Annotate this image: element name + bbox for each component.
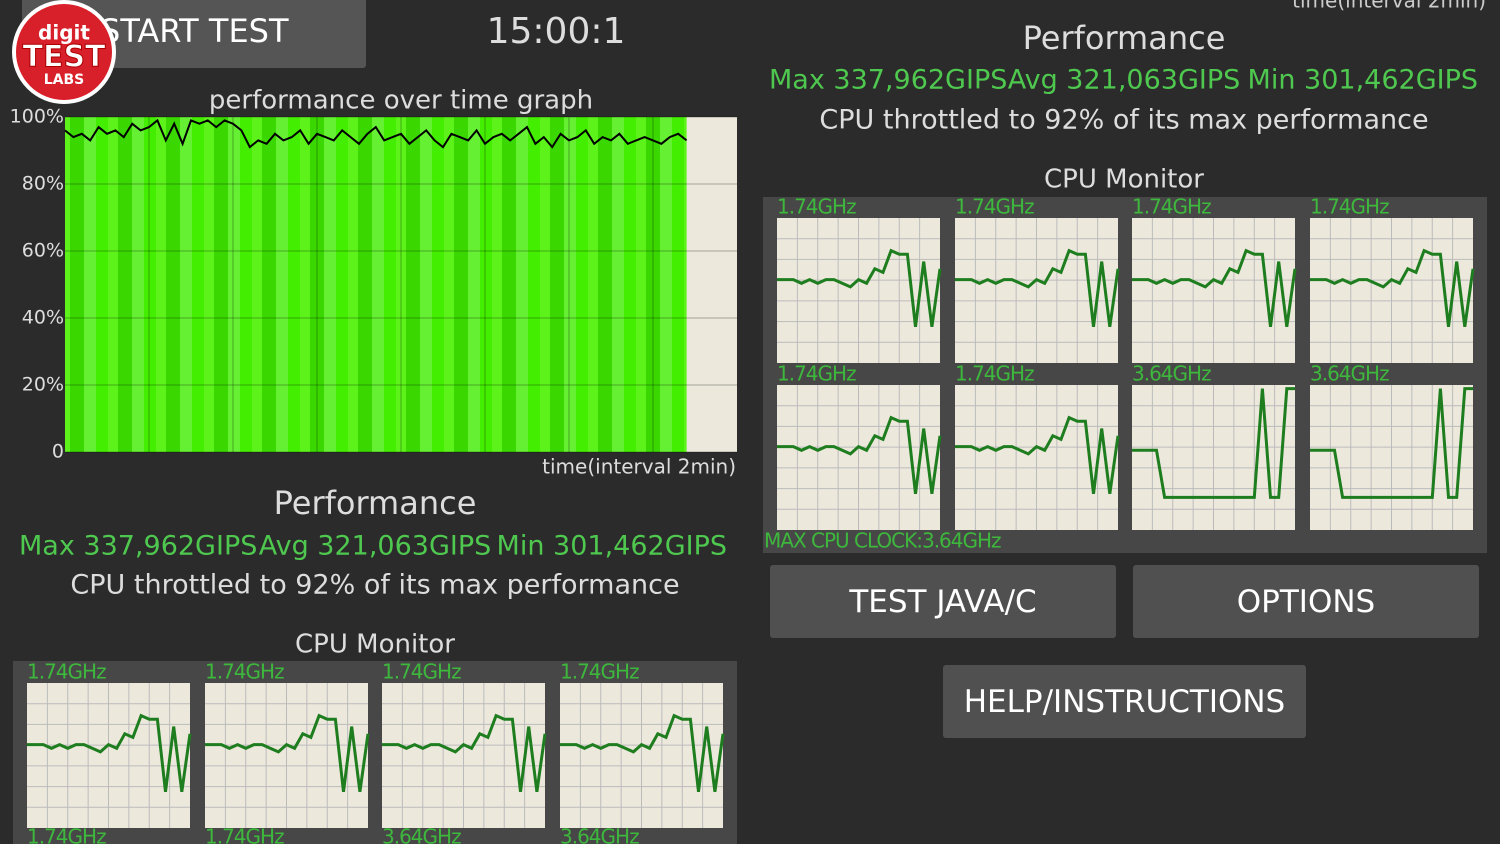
avg-stat: Avg 321,063GIPS — [259, 531, 492, 562]
button-bg — [770, 565, 1116, 638]
performance-title: Performance — [1023, 19, 1226, 57]
y-tick-label: 0 — [52, 441, 64, 463]
core-line — [27, 713, 192, 793]
core-line — [1310, 248, 1475, 328]
y-tick-label: 100% — [10, 106, 64, 128]
core-line — [777, 415, 942, 495]
throttle-text: CPU throttled to 92% of its max performa… — [819, 105, 1428, 136]
logo-middle: TEST — [22, 40, 106, 75]
performance-line — [64, 118, 688, 149]
y-tick-label: 40% — [22, 307, 64, 329]
core-clock-label: 1.74GHz — [205, 825, 284, 844]
core-line — [955, 248, 1120, 328]
button-bg — [1133, 565, 1479, 638]
min-stat: Min 301,462GIPS — [497, 531, 727, 562]
core-clock-label: 1.74GHz — [27, 825, 106, 844]
chart-title: performance over time graph — [209, 86, 593, 116]
button[interactable]: TEST JAVA/C — [770, 565, 1116, 638]
logo-bottom: LABS — [44, 72, 85, 88]
timer: 15:00:1 — [487, 11, 626, 52]
max-stat: Max 337,962GIPS — [19, 531, 257, 562]
core-clock-label: 1.74GHz — [955, 362, 1034, 386]
logo-top: digit — [38, 21, 90, 45]
logo-circle — [12, 0, 116, 104]
throttle-text: CPU throttled to 92% of its max performa… — [70, 570, 679, 601]
cpu-monitor-title: CPU Monitor — [295, 630, 455, 660]
avg-stat: Avg 321,063GIPS — [1008, 65, 1241, 96]
core-clock-label: 3.64GHz — [1132, 362, 1211, 386]
cpu-monitor-title: CPU Monitor — [1044, 165, 1204, 195]
core-clock-label: 1.74GHz — [1132, 195, 1211, 219]
performance-title: Performance — [274, 484, 477, 522]
core-clock-label: 3.64GHz — [382, 825, 461, 844]
button-label: OPTIONS — [1237, 584, 1375, 620]
core-clock-label: 1.74GHz — [560, 660, 639, 684]
y-tick-label: 80% — [22, 173, 64, 195]
core-line — [205, 713, 370, 793]
elapsed-area — [65, 117, 687, 452]
y-tick-label: 60% — [22, 240, 64, 262]
core-line — [1132, 387, 1295, 499]
button[interactable]: OPTIONS — [1133, 565, 1479, 638]
core-clock-label: 1.74GHz — [382, 660, 461, 684]
core-line — [777, 248, 942, 328]
max-stat: Max 337,962GIPS — [769, 65, 1007, 96]
max-cpu-clock: MAX CPU CLOCK:3.64GHz — [764, 529, 1001, 553]
core-clock-label: 1.74GHz — [205, 660, 284, 684]
button-bg — [943, 665, 1306, 738]
top-right-label: time(interval 2min) — [1292, 0, 1486, 13]
core-line — [1132, 248, 1297, 328]
core-line — [560, 713, 725, 793]
core-line — [955, 415, 1120, 495]
core-line — [382, 713, 547, 793]
core-clock-label: 3.64GHz — [1310, 362, 1389, 386]
core-clock-label: 1.74GHz — [777, 195, 856, 219]
button[interactable]: HELP/INSTRUCTIONS — [943, 665, 1306, 738]
core-clock-label: 3.64GHz — [560, 825, 639, 844]
core-clock-label: 1.74GHz — [1310, 195, 1389, 219]
button-label: HELP/INSTRUCTIONS — [964, 684, 1285, 720]
y-tick-label: 20% — [22, 374, 64, 396]
button-label: TEST JAVA/C — [848, 584, 1036, 620]
core-clock-label: 1.74GHz — [777, 362, 856, 386]
core-line — [1310, 387, 1473, 499]
core-clock-label: 1.74GHz — [955, 195, 1034, 219]
button-label: START TEST — [100, 12, 289, 50]
core-clock-label: 1.74GHz — [27, 660, 106, 684]
min-stat: Min 301,462GIPS — [1248, 65, 1478, 96]
x-axis-label: time(interval 2min) — [542, 455, 736, 479]
